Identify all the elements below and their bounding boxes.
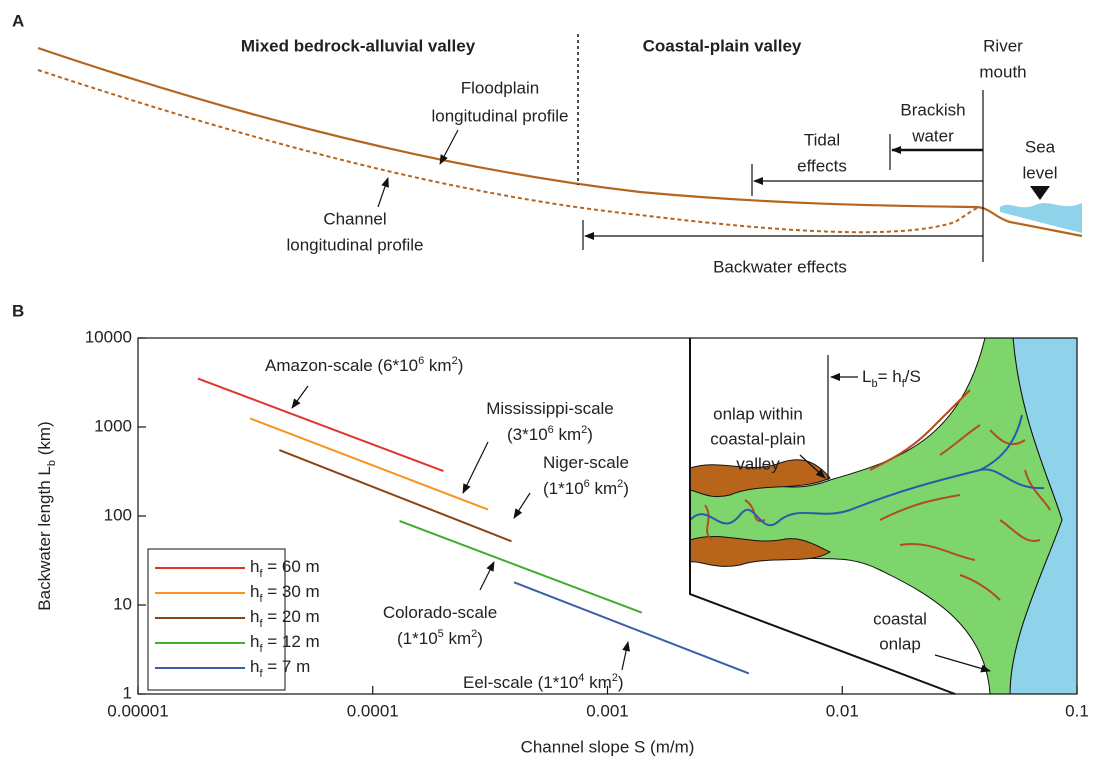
pointer [440, 130, 458, 164]
label: B [12, 301, 24, 320]
run: Amazon-scale (6*10 [265, 356, 418, 375]
label: 0.00001 [107, 701, 168, 720]
label: 0.01 [826, 701, 859, 720]
label: longitudinal profile [286, 235, 423, 254]
run: Niger-scale [543, 453, 629, 472]
run: (1*10 [397, 629, 438, 648]
rich-label: Eel-scale (1*104 km2) [463, 672, 624, 693]
label: effects [797, 156, 847, 175]
run: (3*10 [507, 425, 548, 444]
label: Backwater effects [713, 257, 847, 276]
label: River [983, 36, 1023, 55]
run: = 12 m [263, 632, 320, 651]
rich-label: (3*106 km2) [507, 424, 593, 445]
rich-label: Backwater length Lb (km) [35, 421, 57, 610]
label: Brackish [900, 100, 965, 119]
label: 10000 [85, 327, 132, 346]
label: Coastal-plain valley [643, 36, 802, 55]
run: /S [905, 367, 921, 386]
run: Colorado-scale [383, 603, 497, 622]
run: km [424, 356, 451, 375]
run: Mississippi-scale [486, 399, 614, 418]
run: ) [587, 425, 593, 444]
label: 1000 [94, 416, 132, 435]
rich-label: (1*105 km2) [397, 628, 483, 649]
label: Tidal [804, 130, 840, 149]
label: onlap [879, 634, 921, 653]
run: ) [618, 673, 624, 692]
run: ) [623, 479, 629, 498]
label: coastal-plain [710, 429, 805, 448]
label: 0.001 [586, 701, 629, 720]
label: coastal [873, 609, 927, 628]
run: Backwater length L [35, 466, 54, 611]
pointer [378, 178, 388, 207]
run: h [250, 632, 259, 651]
label: longitudinal profile [431, 106, 568, 125]
label: onlap within [713, 404, 803, 423]
rich-label: Niger-scale [543, 453, 629, 472]
label: 0.0001 [347, 701, 399, 720]
run: = 30 m [263, 582, 320, 601]
label: 1 [123, 683, 132, 702]
run: Eel-scale (1*10 [463, 673, 578, 692]
run: km [590, 479, 617, 498]
label: Floodplain [461, 78, 539, 97]
label: valley [736, 454, 780, 473]
run: h [250, 607, 259, 626]
label: Channel slope S (m/m) [521, 737, 695, 756]
label: Channel [323, 209, 386, 228]
label: 10 [113, 594, 132, 613]
panel-a-drawing [38, 34, 1082, 262]
valley-fill [690, 338, 1062, 694]
run: (km) [35, 421, 54, 460]
label: level [1023, 163, 1058, 182]
run: = 7 m [263, 657, 311, 676]
run: h [250, 657, 259, 676]
run: L [862, 367, 871, 386]
rich-label: Colorado-scale [383, 603, 497, 622]
label: mouth [979, 62, 1026, 81]
run: h [250, 557, 259, 576]
label: water [911, 126, 954, 145]
rich-label: (1*106 km2) [543, 478, 629, 499]
run: km [444, 629, 471, 648]
rich-label: Mississippi-scale [486, 399, 614, 418]
run: km [584, 673, 611, 692]
series-line [514, 582, 749, 673]
series-line [399, 521, 641, 613]
run: h [250, 582, 259, 601]
run: ) [477, 629, 483, 648]
sea-level-marker [1030, 186, 1050, 200]
label: Sea [1025, 137, 1056, 156]
label: A [12, 11, 24, 30]
label: Mixed bedrock-alluvial valley [241, 36, 476, 55]
run: = 20 m [263, 607, 320, 626]
run: ) [458, 356, 464, 375]
run: = 60 m [263, 557, 320, 576]
run: = h [878, 367, 902, 386]
run: (1*10 [543, 479, 584, 498]
figure: A Mixed bedrock-alluvial valley Coastal-pl… [0, 0, 1098, 780]
run: km [554, 425, 581, 444]
label: 0.1 [1065, 701, 1089, 720]
series-line [198, 379, 443, 471]
rich-label: Lb= hf/S [862, 367, 921, 389]
rich-label: Amazon-scale (6*106 km2) [265, 355, 463, 376]
series-line [250, 418, 488, 509]
label: 100 [104, 505, 132, 524]
